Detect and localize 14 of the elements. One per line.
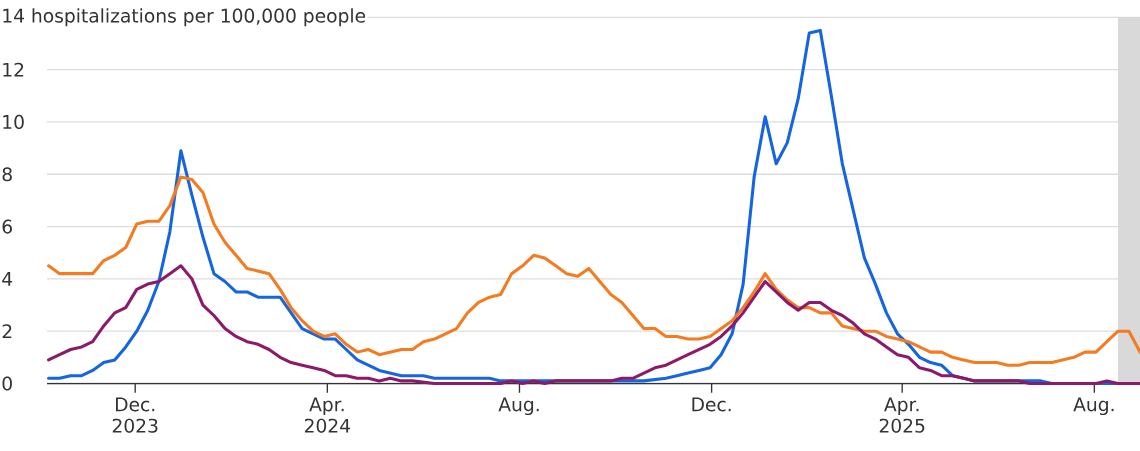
- x-tick-label: Apr. 2024: [304, 397, 351, 433]
- y-tick-label: 8: [2, 167, 12, 182]
- x-tick-label: Aug.: [498, 397, 539, 416]
- y-tick-label: 4: [2, 272, 13, 286]
- y-tick-label: 12: [3, 62, 24, 77]
- y-tick-label: 6: [2, 219, 12, 234]
- x-tick-label: Apr. 2025: [879, 397, 925, 433]
- y-tick-label: 10: [3, 114, 24, 129]
- y-tick-label: 2: [2, 324, 12, 339]
- x-tick-label: Aug.: [1073, 397, 1114, 416]
- y-tick-label: 0: [2, 376, 12, 391]
- x-tick-label: Dec.: [692, 397, 731, 412]
- x-tick-label: Dec. 2023: [112, 397, 158, 433]
- y-tick-label: 14 hospitalizations per 100,000 people: [3, 8, 366, 27]
